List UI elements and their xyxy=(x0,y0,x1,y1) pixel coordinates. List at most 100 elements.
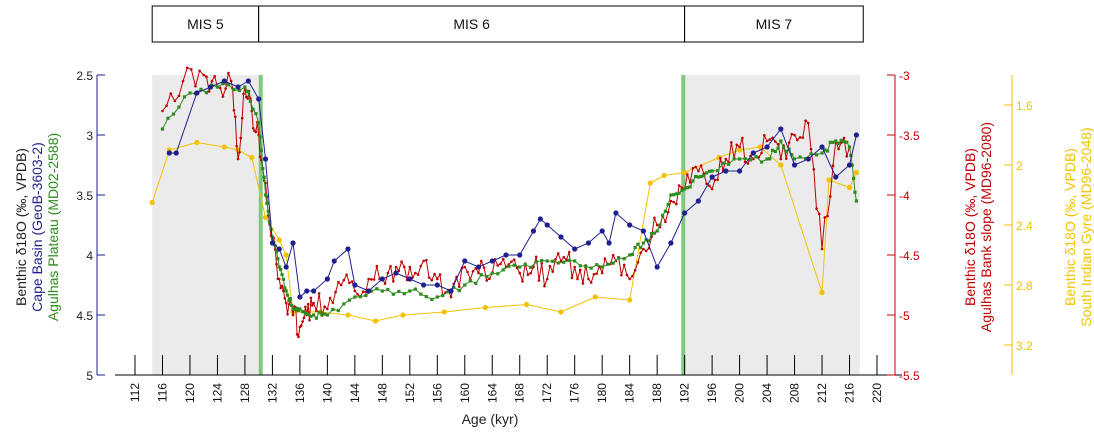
point-2-259 xyxy=(804,119,807,122)
point-2-102 xyxy=(372,278,376,281)
point-2-91 xyxy=(342,278,346,282)
point-1-2 xyxy=(171,112,176,116)
point-2-271 xyxy=(837,147,840,151)
point-2-88 xyxy=(334,290,337,294)
point-0-40 xyxy=(613,210,619,216)
x-tick-label-144: 144 xyxy=(348,383,362,403)
point-1-129 xyxy=(666,202,670,207)
point-2-177 xyxy=(578,268,582,272)
point-1-21 xyxy=(258,135,262,139)
point-2-71 xyxy=(299,324,303,327)
point-1-85 xyxy=(463,283,467,287)
point-1-84 xyxy=(457,289,461,293)
left-axis-label: Benthic δ18O (‰, VPDB) Cape Basin (GeoB-… xyxy=(13,133,61,321)
point-1-163 xyxy=(787,147,791,151)
point-1-77 xyxy=(419,292,423,296)
point-1-185 xyxy=(854,199,858,203)
point-2-219 xyxy=(694,165,697,169)
point-1-172 xyxy=(825,149,830,153)
point-2-155 xyxy=(518,271,522,275)
x-tick-label-188: 188 xyxy=(650,383,664,403)
point-1-74 xyxy=(402,292,406,296)
point-2-140 xyxy=(477,271,480,275)
point-2-153 xyxy=(512,258,516,261)
x-tick-label-160: 160 xyxy=(458,383,472,403)
point-2-226 xyxy=(713,178,717,182)
point-2-142 xyxy=(482,266,486,269)
point-1-10 xyxy=(215,85,220,89)
x-axis-label: Age (kyr) xyxy=(462,411,519,427)
point-2-1 xyxy=(165,104,168,108)
point-1-110 xyxy=(600,265,604,269)
point-0-12 xyxy=(290,240,296,246)
point-1-111 xyxy=(606,262,610,266)
point-1-42 xyxy=(287,299,291,303)
point-0-44 xyxy=(668,240,674,246)
point-1-91 xyxy=(496,272,500,276)
point-2-113 xyxy=(403,265,406,269)
point-1-37 xyxy=(280,272,284,277)
right-axis-south-indian-gyre: 1.6 2 2.4 2.8 3.2 xyxy=(1004,75,1033,375)
point-1-140 xyxy=(696,175,700,179)
x-tick-label-200: 200 xyxy=(733,383,747,403)
point-2-92 xyxy=(345,273,348,276)
point-1-150 xyxy=(737,157,742,161)
point-1-123 xyxy=(650,232,654,236)
point-0-9 xyxy=(269,240,276,246)
point-1-35 xyxy=(277,265,281,269)
point-3-29 xyxy=(826,177,832,183)
point-1-67 xyxy=(364,293,368,298)
point-2-32 xyxy=(246,97,249,100)
stage-box-1 xyxy=(258,5,686,43)
point-2-175 xyxy=(573,265,577,269)
point-2-13 xyxy=(210,79,214,83)
point-2-65 xyxy=(291,313,295,317)
point-2-166 xyxy=(548,264,552,268)
point-1-99 xyxy=(540,258,544,263)
x-tick-label-132: 132 xyxy=(265,383,279,403)
point-0-32 xyxy=(530,228,537,234)
stage-label-2: MIS 7 xyxy=(756,16,793,32)
point-3-31 xyxy=(853,169,859,176)
point-0-15 xyxy=(311,288,317,294)
point-1-40 xyxy=(284,289,288,293)
point-2-120 xyxy=(422,259,425,263)
point-1-56 xyxy=(314,316,318,320)
point-2-159 xyxy=(529,271,533,275)
right2-tick-label-3.2: 3.2 xyxy=(1016,339,1033,353)
point-2-242 xyxy=(757,155,761,159)
point-1-59 xyxy=(323,312,327,316)
right2-tick-label-2: 2 xyxy=(1016,159,1023,173)
point-1-114 xyxy=(622,257,626,261)
point-2-108 xyxy=(389,264,392,268)
point-1-162 xyxy=(784,150,788,154)
point-2-103 xyxy=(375,264,379,268)
point-2-144 xyxy=(488,277,491,280)
point-1-177 xyxy=(839,138,843,142)
point-2-74 xyxy=(304,305,307,309)
point-1-102 xyxy=(556,261,560,265)
point-2-214 xyxy=(680,186,684,190)
stage-label-0: MIS 5 xyxy=(187,16,224,32)
point-2-10 xyxy=(202,73,206,77)
point-3-8 xyxy=(283,252,289,258)
point-0-26 xyxy=(448,288,454,294)
point-1-76 xyxy=(413,287,417,291)
x-tick-label-180: 180 xyxy=(595,383,609,403)
point-2-172 xyxy=(565,258,568,262)
point-3-26 xyxy=(757,144,763,150)
point-2-232 xyxy=(730,141,733,144)
point-0-16 xyxy=(324,276,330,282)
point-2-212 xyxy=(675,202,678,206)
point-1-143 xyxy=(705,171,709,175)
point-1-65 xyxy=(353,295,357,299)
x-tick-label-208: 208 xyxy=(788,383,802,403)
point-2-78 xyxy=(309,296,313,300)
point-1-119 xyxy=(639,246,643,250)
point-2-261 xyxy=(809,147,813,151)
point-1-122 xyxy=(647,239,651,243)
point-2-267 xyxy=(826,214,829,218)
point-1-39 xyxy=(283,286,287,290)
point-2-81 xyxy=(315,309,318,313)
point-2-244 xyxy=(763,134,766,137)
